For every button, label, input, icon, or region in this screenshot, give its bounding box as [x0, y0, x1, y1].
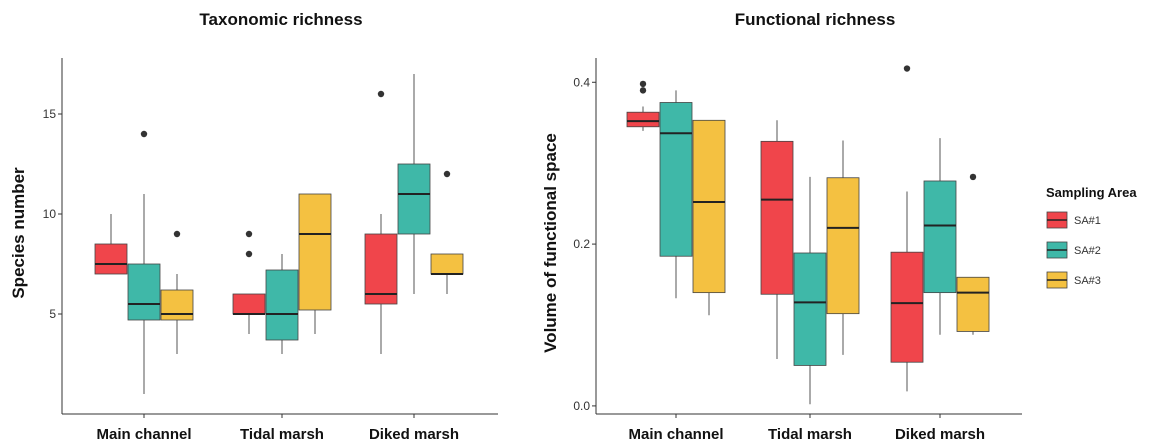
box-sa1-diked-marsh	[364, 90, 398, 354]
box-iqr	[793, 252, 827, 366]
legend-item: SA#1	[1046, 211, 1101, 229]
y-axis-label: Species number	[9, 167, 28, 299]
y-tick-label: 0.2	[573, 237, 590, 251]
plot-area: 0.0 0.2 0.4 Main channel Tidal marsh Diked ma…	[573, 58, 1022, 443]
outlier-point	[639, 87, 647, 94]
box-iqr	[160, 289, 194, 321]
outlier-point	[969, 173, 977, 181]
box-sa1-tidal-marsh	[760, 120, 794, 359]
box-sa1-main-channel	[626, 80, 660, 131]
box-iqr	[127, 263, 161, 321]
box-iqr	[232, 293, 266, 315]
box-sa3-diked-marsh	[956, 173, 990, 335]
y-tick-label: 10	[43, 207, 57, 221]
x-tick-label: Main channel	[96, 426, 191, 443]
x-tick-label: Tidal marsh	[240, 426, 324, 443]
chart-title: Taxonomic richness	[199, 10, 362, 29]
x-tick-label: Main channel	[628, 426, 723, 443]
box-iqr	[397, 163, 431, 235]
box-sa2-tidal-marsh	[793, 176, 827, 405]
outlier-point	[377, 90, 385, 98]
x-tick-label: Diked marsh	[895, 426, 985, 443]
box-sa3-tidal-marsh	[826, 140, 860, 355]
y-axis-label: Volume of functional space	[541, 133, 560, 353]
box-sa3-diked-marsh	[430, 170, 464, 294]
x-tick-label: Diked marsh	[369, 426, 459, 443]
box-iqr	[659, 102, 693, 257]
box-sa2-main-channel	[127, 130, 161, 394]
legend-label: SA#3	[1074, 275, 1101, 287]
y-tick-label: 5	[49, 307, 56, 321]
box-sa1-diked-marsh	[890, 65, 924, 392]
box-sa3-main-channel	[692, 119, 726, 316]
box-iqr	[956, 276, 990, 332]
box-iqr	[890, 251, 924, 363]
legend-item: SA#3	[1046, 271, 1101, 289]
box-sa1-tidal-marsh	[232, 230, 266, 334]
legend-label: SA#2	[1074, 245, 1101, 257]
legend-item: SA#2	[1046, 241, 1101, 259]
y-tick-label: 0.4	[573, 75, 590, 89]
outlier-point	[173, 230, 181, 238]
box-iqr	[923, 180, 957, 294]
x-tick-label: Tidal marsh	[768, 426, 852, 443]
chart-title: Functional richness	[735, 10, 896, 29]
box-iqr	[626, 111, 660, 128]
legend: Sampling Area SA#1 SA#2 SA#3	[1046, 185, 1137, 289]
legend-label: SA#1	[1074, 215, 1101, 227]
box-sa3-tidal-marsh	[298, 193, 332, 334]
box-sa2-diked-marsh	[397, 74, 431, 294]
box-sa2-main-channel	[659, 90, 693, 299]
box-iqr	[826, 177, 860, 315]
legend-title: Sampling Area	[1046, 185, 1137, 200]
box-iqr	[94, 243, 128, 275]
outlier-point	[245, 230, 253, 238]
box-iqr	[760, 140, 794, 295]
box-iqr	[298, 193, 332, 311]
box-iqr	[692, 119, 726, 294]
plot-area: 5 10 15 Main channel Tidal marsh Diked marsh	[43, 58, 498, 443]
outlier-point	[245, 250, 253, 258]
box-iqr	[430, 253, 464, 275]
y-tick-label: 0.0	[573, 399, 590, 413]
box-sa2-diked-marsh	[923, 138, 957, 335]
box-sa1-main-channel	[94, 214, 128, 275]
box-sa2-tidal-marsh	[265, 254, 299, 354]
box-iqr	[364, 233, 398, 305]
box-sa3-main-channel	[160, 230, 194, 354]
box-iqr	[265, 269, 299, 341]
taxonomic-richness-panel: Taxonomic richness Species number 5 10 15 M…	[9, 10, 498, 443]
outlier-point	[639, 80, 647, 88]
functional-richness-panel: Functional richness Volume of functional…	[541, 10, 1022, 443]
outlier-point	[140, 130, 148, 138]
outlier-point	[903, 65, 911, 72]
y-tick-label: 15	[43, 107, 57, 121]
outlier-point	[443, 170, 451, 178]
